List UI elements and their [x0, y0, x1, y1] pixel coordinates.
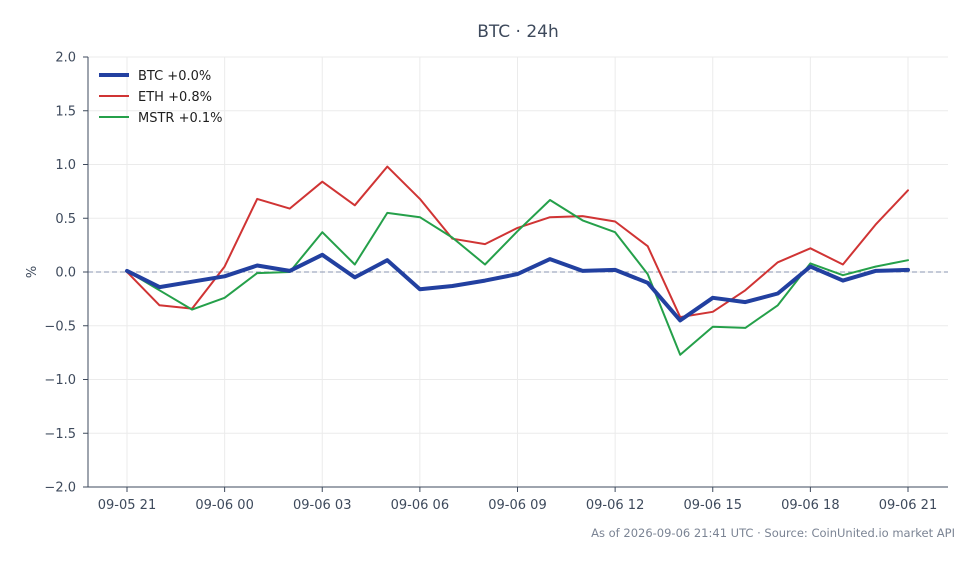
- series-lines: [125, 165, 910, 356]
- x-tick-label: 09-06 03: [293, 498, 351, 513]
- series-line-mstr: [126, 199, 909, 356]
- series-line-btc: [125, 252, 910, 323]
- y-tick-label: 1.5: [55, 104, 76, 119]
- x-tick-label: 09-06 21: [879, 498, 937, 513]
- y-tick-labels: 2.0 1.5 1.0 0.5 0.0 −0.5 −1.0 −1.5 −2.0: [44, 51, 88, 496]
- y-tick-label: 1.0: [55, 158, 76, 173]
- x-tick-label: 09-06 00: [195, 498, 253, 513]
- x-tick-label: 09-05 21: [98, 498, 156, 513]
- legend: BTC +0.0% ETH +0.8% MSTR +0.1%: [99, 69, 223, 126]
- x-tick-label: 09-06 15: [684, 498, 742, 513]
- x-tick-label: 09-06 12: [586, 498, 644, 513]
- y-tick-label: 0.5: [55, 212, 76, 227]
- chart-title: BTC · 24h: [477, 22, 559, 42]
- series-line-eth: [126, 165, 909, 319]
- y-tick-label: −1.0: [44, 373, 76, 388]
- legend-label: MSTR +0.1%: [138, 111, 223, 126]
- y-tick-label: −2.0: [44, 481, 76, 496]
- y-tick-label: 0.0: [55, 266, 76, 281]
- x-tick-label: 09-06 09: [488, 498, 546, 513]
- y-axis-label: %: [25, 266, 40, 278]
- y-tick-label: 2.0: [55, 51, 76, 66]
- y-tick-label: −1.5: [44, 427, 76, 442]
- legend-label: ETH +0.8%: [138, 90, 212, 105]
- legend-label: BTC +0.0%: [138, 69, 211, 84]
- y-tick-label: −0.5: [44, 319, 76, 334]
- x-tick-label: 09-06 06: [391, 498, 449, 513]
- x-tick-label: 09-06 18: [781, 498, 839, 513]
- source-footer: As of 2026-09-06 21:41 UTC · Source: Coi…: [591, 526, 955, 540]
- x-tick-labels: 09-05 21 09-06 00 09-06 03 09-06 06 09-06 09…: [98, 487, 937, 513]
